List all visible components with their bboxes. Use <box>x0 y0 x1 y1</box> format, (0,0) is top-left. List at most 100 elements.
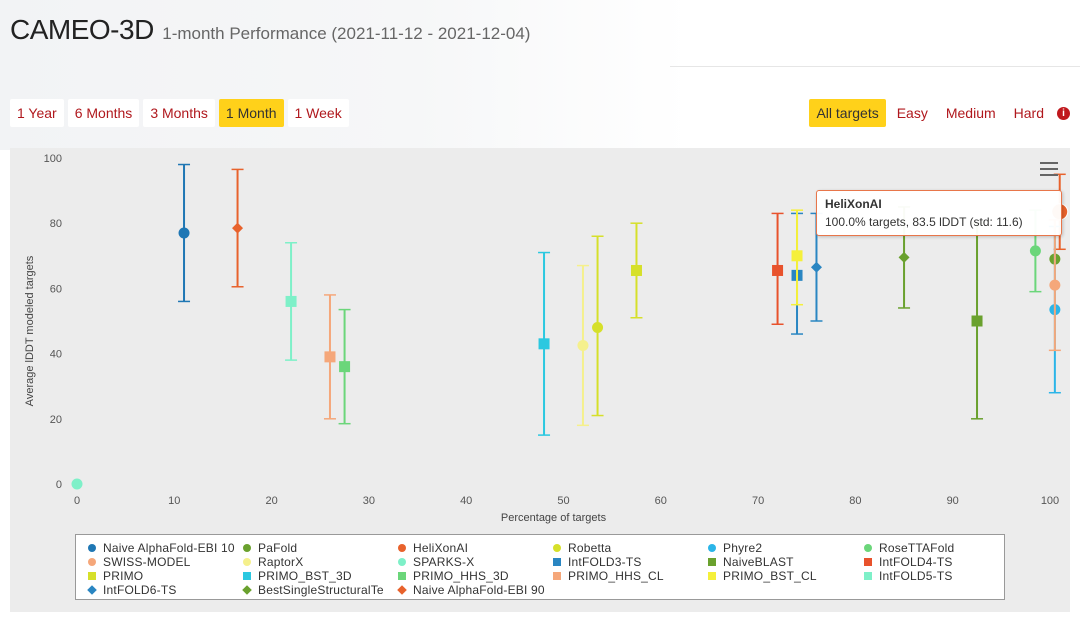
difficulty-button-hard[interactable]: Hard <box>1006 99 1051 127</box>
point-primo-hhs-cl <box>324 351 336 363</box>
legend-item-naive-alphafold-ebi-10[interactable]: Naive AlphaFold-EBI 10 <box>88 541 235 555</box>
legend-symbol-icon <box>397 585 407 595</box>
point-raptorx <box>577 339 589 351</box>
legend-item-sparks-x[interactable]: SPARKS-X <box>398 555 474 569</box>
point-primo-bst-cl <box>791 250 803 262</box>
point-intfold4-ts <box>772 264 784 276</box>
x-tick-label-6: 60 <box>655 495 667 507</box>
series-primo-bst-3d <box>538 251 551 436</box>
legend-item-primo-bst-cl[interactable]: PRIMO_BST_CL <box>708 569 817 583</box>
legend-label: Naive AlphaFold-EBI 90 <box>413 583 545 597</box>
legend-item-phyre2[interactable]: Phyre2 <box>708 541 762 555</box>
legend-symbol-icon <box>553 572 561 580</box>
legend-item-intfold4-ts[interactable]: IntFOLD4-TS <box>864 555 953 569</box>
series-primo-hhs-3d <box>338 308 351 425</box>
point-naiveblast <box>971 315 983 327</box>
legend-item-rosettafold[interactable]: RoseTTAFold <box>864 541 954 555</box>
legend-symbol-icon <box>708 544 716 552</box>
period-button-1-month[interactable]: 1 Month <box>218 99 284 127</box>
legend-symbol-icon <box>553 544 561 552</box>
legend-item-naive-alphafold-ebi-90[interactable]: Naive AlphaFold-EBI 90 <box>397 583 545 597</box>
legend-label: IntFOLD4-TS <box>879 555 953 569</box>
difficulty-button-all-targets[interactable]: All targets <box>809 99 886 127</box>
point-bestsinglestructuraltemplate <box>898 251 910 263</box>
series-primo <box>630 222 643 319</box>
series-raptorx <box>576 264 589 427</box>
legend-item-primo[interactable]: PRIMO <box>88 569 143 583</box>
legend-item-naiveblast[interactable]: NaiveBLAST <box>708 555 794 569</box>
legend-label: Naive AlphaFold-EBI 10 <box>103 541 235 555</box>
point-naive-alphafold-ebi-90 <box>232 222 244 234</box>
period-button-3-months[interactable]: 3 Months <box>143 99 215 127</box>
x-tick-label-7: 70 <box>752 495 764 507</box>
legend-label: HeliXonAI <box>413 541 469 555</box>
point-intfold5-ts <box>285 295 297 307</box>
period-button-6-months[interactable]: 6 Months <box>67 99 140 127</box>
legend-item-intfold6-ts[interactable]: IntFOLD6-TS <box>87 583 177 597</box>
legend-item-bestsinglestructuralte[interactable]: BestSingleStructuralTe <box>242 583 384 597</box>
legend-symbol-icon <box>243 558 251 566</box>
legend-item-intfold3-ts[interactable]: IntFOLD3-TS <box>553 555 642 569</box>
legend-label: RaptorX <box>258 555 304 569</box>
difficulty-button-medium[interactable]: Medium <box>938 99 1003 127</box>
y-tick-label-0: 0 <box>56 479 62 491</box>
x-tick-label-5: 50 <box>557 495 569 507</box>
point-rosettafold <box>1029 245 1041 257</box>
legend-symbol-icon <box>242 585 252 595</box>
x-tick-label-8: 80 <box>849 495 861 507</box>
legend-item-primo-hhs-cl[interactable]: PRIMO_HHS_CL <box>553 569 664 583</box>
period-button-1-week[interactable]: 1 Week <box>287 99 349 127</box>
hamburger-menu-icon[interactable] <box>1036 158 1062 180</box>
legend-label: SPARKS-X <box>413 555 475 569</box>
x-tick-label-4: 40 <box>460 495 472 507</box>
series-sparks-x <box>71 478 83 490</box>
point-robetta <box>592 322 604 334</box>
legend-item-raptorx[interactable]: RaptorX <box>243 555 303 569</box>
x-axis-label: Percentage of targets <box>501 512 607 524</box>
series-intfold5-ts <box>285 242 298 361</box>
y-tick-label-3: 60 <box>50 283 62 295</box>
legend-label: Phyre2 <box>723 541 763 555</box>
chart-legend: Naive AlphaFold-EBI 10 PaFold HeliXonAI Rob… <box>75 534 1005 600</box>
legend-label: BestSingleStructuralTe <box>258 583 384 597</box>
legend-label: PaFold <box>258 541 298 555</box>
legend-item-pafold[interactable]: PaFold <box>243 541 297 555</box>
legend-item-swiss-model[interactable]: SWISS-MODEL <box>88 555 191 569</box>
legend-item-primo-hhs-3d[interactable]: PRIMO_HHS_3D <box>398 569 509 583</box>
y-tick-label-2: 40 <box>50 349 62 361</box>
legend-label: IntFOLD6-TS <box>103 583 177 597</box>
legend-symbol-icon <box>88 572 96 580</box>
legend-symbol-icon <box>398 572 406 580</box>
page-title: CAMEO-3D <box>10 14 154 45</box>
series-naive-alphafold-ebi-100 <box>178 163 191 303</box>
legend-symbol-icon <box>398 558 406 566</box>
point-primo <box>630 264 642 276</box>
legend-symbol-icon <box>87 585 97 595</box>
tooltip-title: HeliXonAI <box>825 197 882 211</box>
series-intfold4-ts <box>771 212 784 326</box>
legend-symbol-icon <box>864 572 872 580</box>
legend-label: PRIMO_BST_3D <box>258 569 352 583</box>
legend-symbol-icon <box>243 572 251 580</box>
period-button-group: 1 Year 6 Months 3 Months 1 Month 1 Week <box>10 99 349 127</box>
legend-symbol-icon <box>88 544 96 552</box>
legend-item-robetta[interactable]: Robetta <box>553 541 611 555</box>
difficulty-button-easy[interactable]: Easy <box>889 99 935 127</box>
point-primo-hhs-3d <box>339 361 351 373</box>
x-tick-label-3: 30 <box>363 495 375 507</box>
period-button-1-year[interactable]: 1 Year <box>10 99 64 127</box>
legend-item-intfold5-ts[interactable]: IntFOLD5-TS <box>864 569 953 583</box>
x-tick-label-1: 10 <box>168 495 180 507</box>
legend-label: RoseTTAFold <box>879 541 955 555</box>
legend-symbol-icon <box>398 544 406 552</box>
legend-symbol-icon <box>708 572 716 580</box>
legend-symbol-icon <box>864 558 872 566</box>
info-icon[interactable]: i <box>1057 106 1070 120</box>
legend-label: SWISS-MODEL <box>103 555 191 569</box>
legend-item-helixonai[interactable]: HeliXonAI <box>398 541 468 555</box>
legend-label: PRIMO_HHS_CL <box>568 569 664 583</box>
legend-item-primo-bst-3d[interactable]: PRIMO_BST_3D <box>243 569 352 583</box>
x-tick-label-2: 20 <box>265 495 277 507</box>
point-sparks-x <box>71 478 83 490</box>
x-tick-label-0: 0 <box>74 495 80 507</box>
